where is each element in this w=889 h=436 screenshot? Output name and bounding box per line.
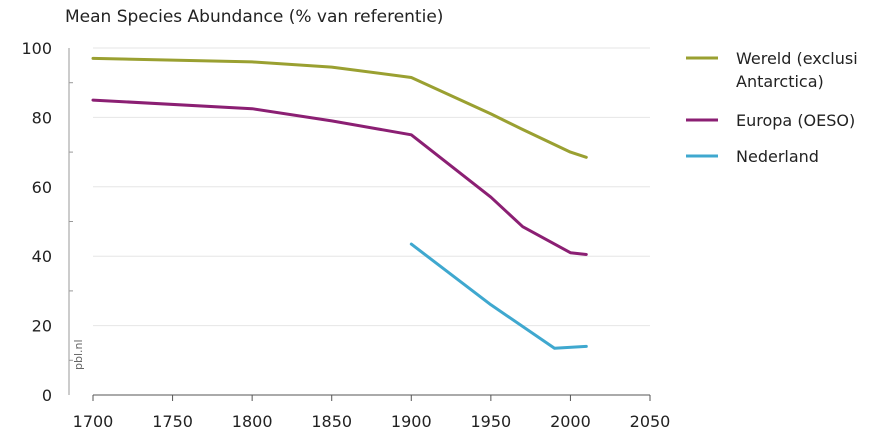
- y-tick-label-60: 60: [32, 178, 52, 197]
- axes: [68, 48, 650, 396]
- x-tick-label-1750: 1750: [152, 412, 193, 431]
- x-tick-label-1800: 1800: [232, 412, 273, 431]
- y-tick-label-20: 20: [32, 317, 52, 336]
- y-tick-label-100: 100: [21, 39, 52, 58]
- x-axis-ticks: 1700 1750 1800 1850 1900 1950 2000 2050: [73, 395, 671, 431]
- x-tick-label-2000: 2000: [550, 412, 591, 431]
- y-tick-label-80: 80: [32, 108, 52, 127]
- x-tick-label-2050: 2050: [630, 412, 671, 431]
- x-tick-label-1950: 1950: [470, 412, 511, 431]
- series-lines: [91, 56, 588, 350]
- x-tick-label-1700: 1700: [73, 412, 114, 431]
- legend-label-1-line-2: Antarctica): [736, 72, 824, 91]
- source-watermark: pbl.nl: [72, 339, 85, 370]
- y-tick-label-0: 0: [42, 386, 52, 405]
- legend-label-3: Nederland: [736, 147, 819, 166]
- grid-lines: [93, 47, 650, 327]
- legend-label-1: Wereld (exclusi: [736, 49, 858, 68]
- x-tick-label-1850: 1850: [311, 412, 352, 431]
- chart-title: Mean Species Abundance (% van referentie…: [65, 7, 443, 27]
- series-line-3: [409, 242, 588, 350]
- legend-label-2: Europa (OESO): [736, 111, 855, 130]
- y-tick-label-40: 40: [32, 247, 52, 266]
- series-line-2: [91, 98, 588, 256]
- legend: Wereld (exclusi Antarctica) Europa (OESO) N…: [686, 49, 858, 166]
- x-tick-label-1900: 1900: [391, 412, 432, 431]
- series-line-1: [91, 56, 588, 159]
- y-axis-ticks: 0 20 40 60 80 100: [21, 39, 73, 405]
